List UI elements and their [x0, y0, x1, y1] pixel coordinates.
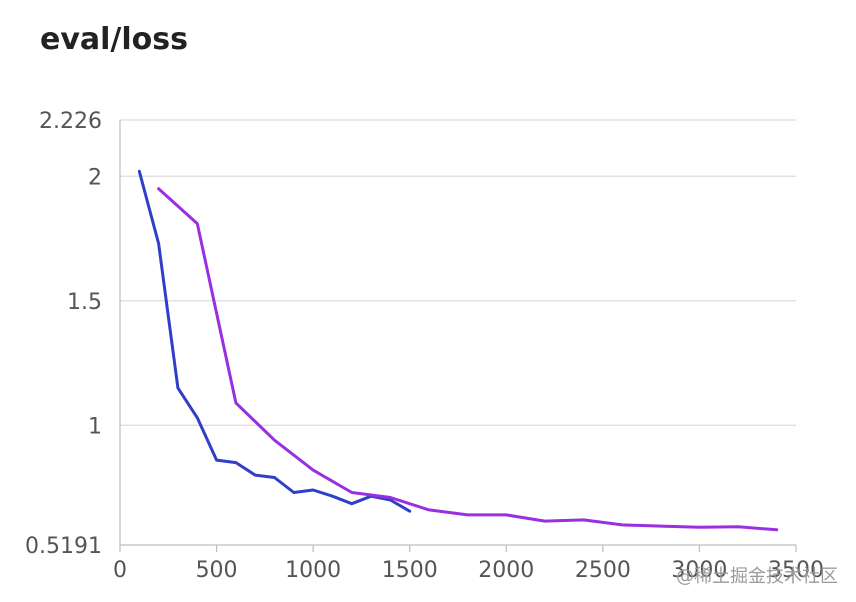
y-tick-label-1: 1: [88, 414, 102, 439]
series-line-1: [157, 187, 779, 532]
x-tick-label-3: 1500: [382, 558, 438, 583]
x-tick-label-4: 2000: [478, 558, 534, 583]
x-tick-label-2: 1000: [285, 558, 341, 583]
x-tick-labels: 0 500 1000 1500 2000 2500 3000 3500: [113, 558, 824, 583]
y-tick-labels: 0.5191 1 1.5 2 2.226: [25, 109, 102, 559]
x-tick-label-5: 2500: [575, 558, 631, 583]
y-tick-label-2: 1.5: [67, 290, 102, 315]
watermark: @稀土掘金技术社区: [676, 566, 838, 587]
x-tick-label-6: 3000: [671, 558, 727, 583]
y-tick-label-0: 0.5191: [25, 534, 102, 559]
series-lines: [137, 169, 779, 532]
x-tick-label-1: 500: [196, 558, 238, 583]
x-tick-label-7: 3500: [768, 558, 824, 583]
y-tick-label-4: 2.226: [39, 109, 102, 134]
grid-lines: [120, 119, 796, 426]
chart-title: eval/loss: [40, 22, 188, 57]
axes: [119, 120, 797, 552]
x-tick-label-0: 0: [113, 558, 127, 583]
series-line-0: [137, 169, 412, 513]
y-tick-label-3: 2: [88, 165, 102, 190]
